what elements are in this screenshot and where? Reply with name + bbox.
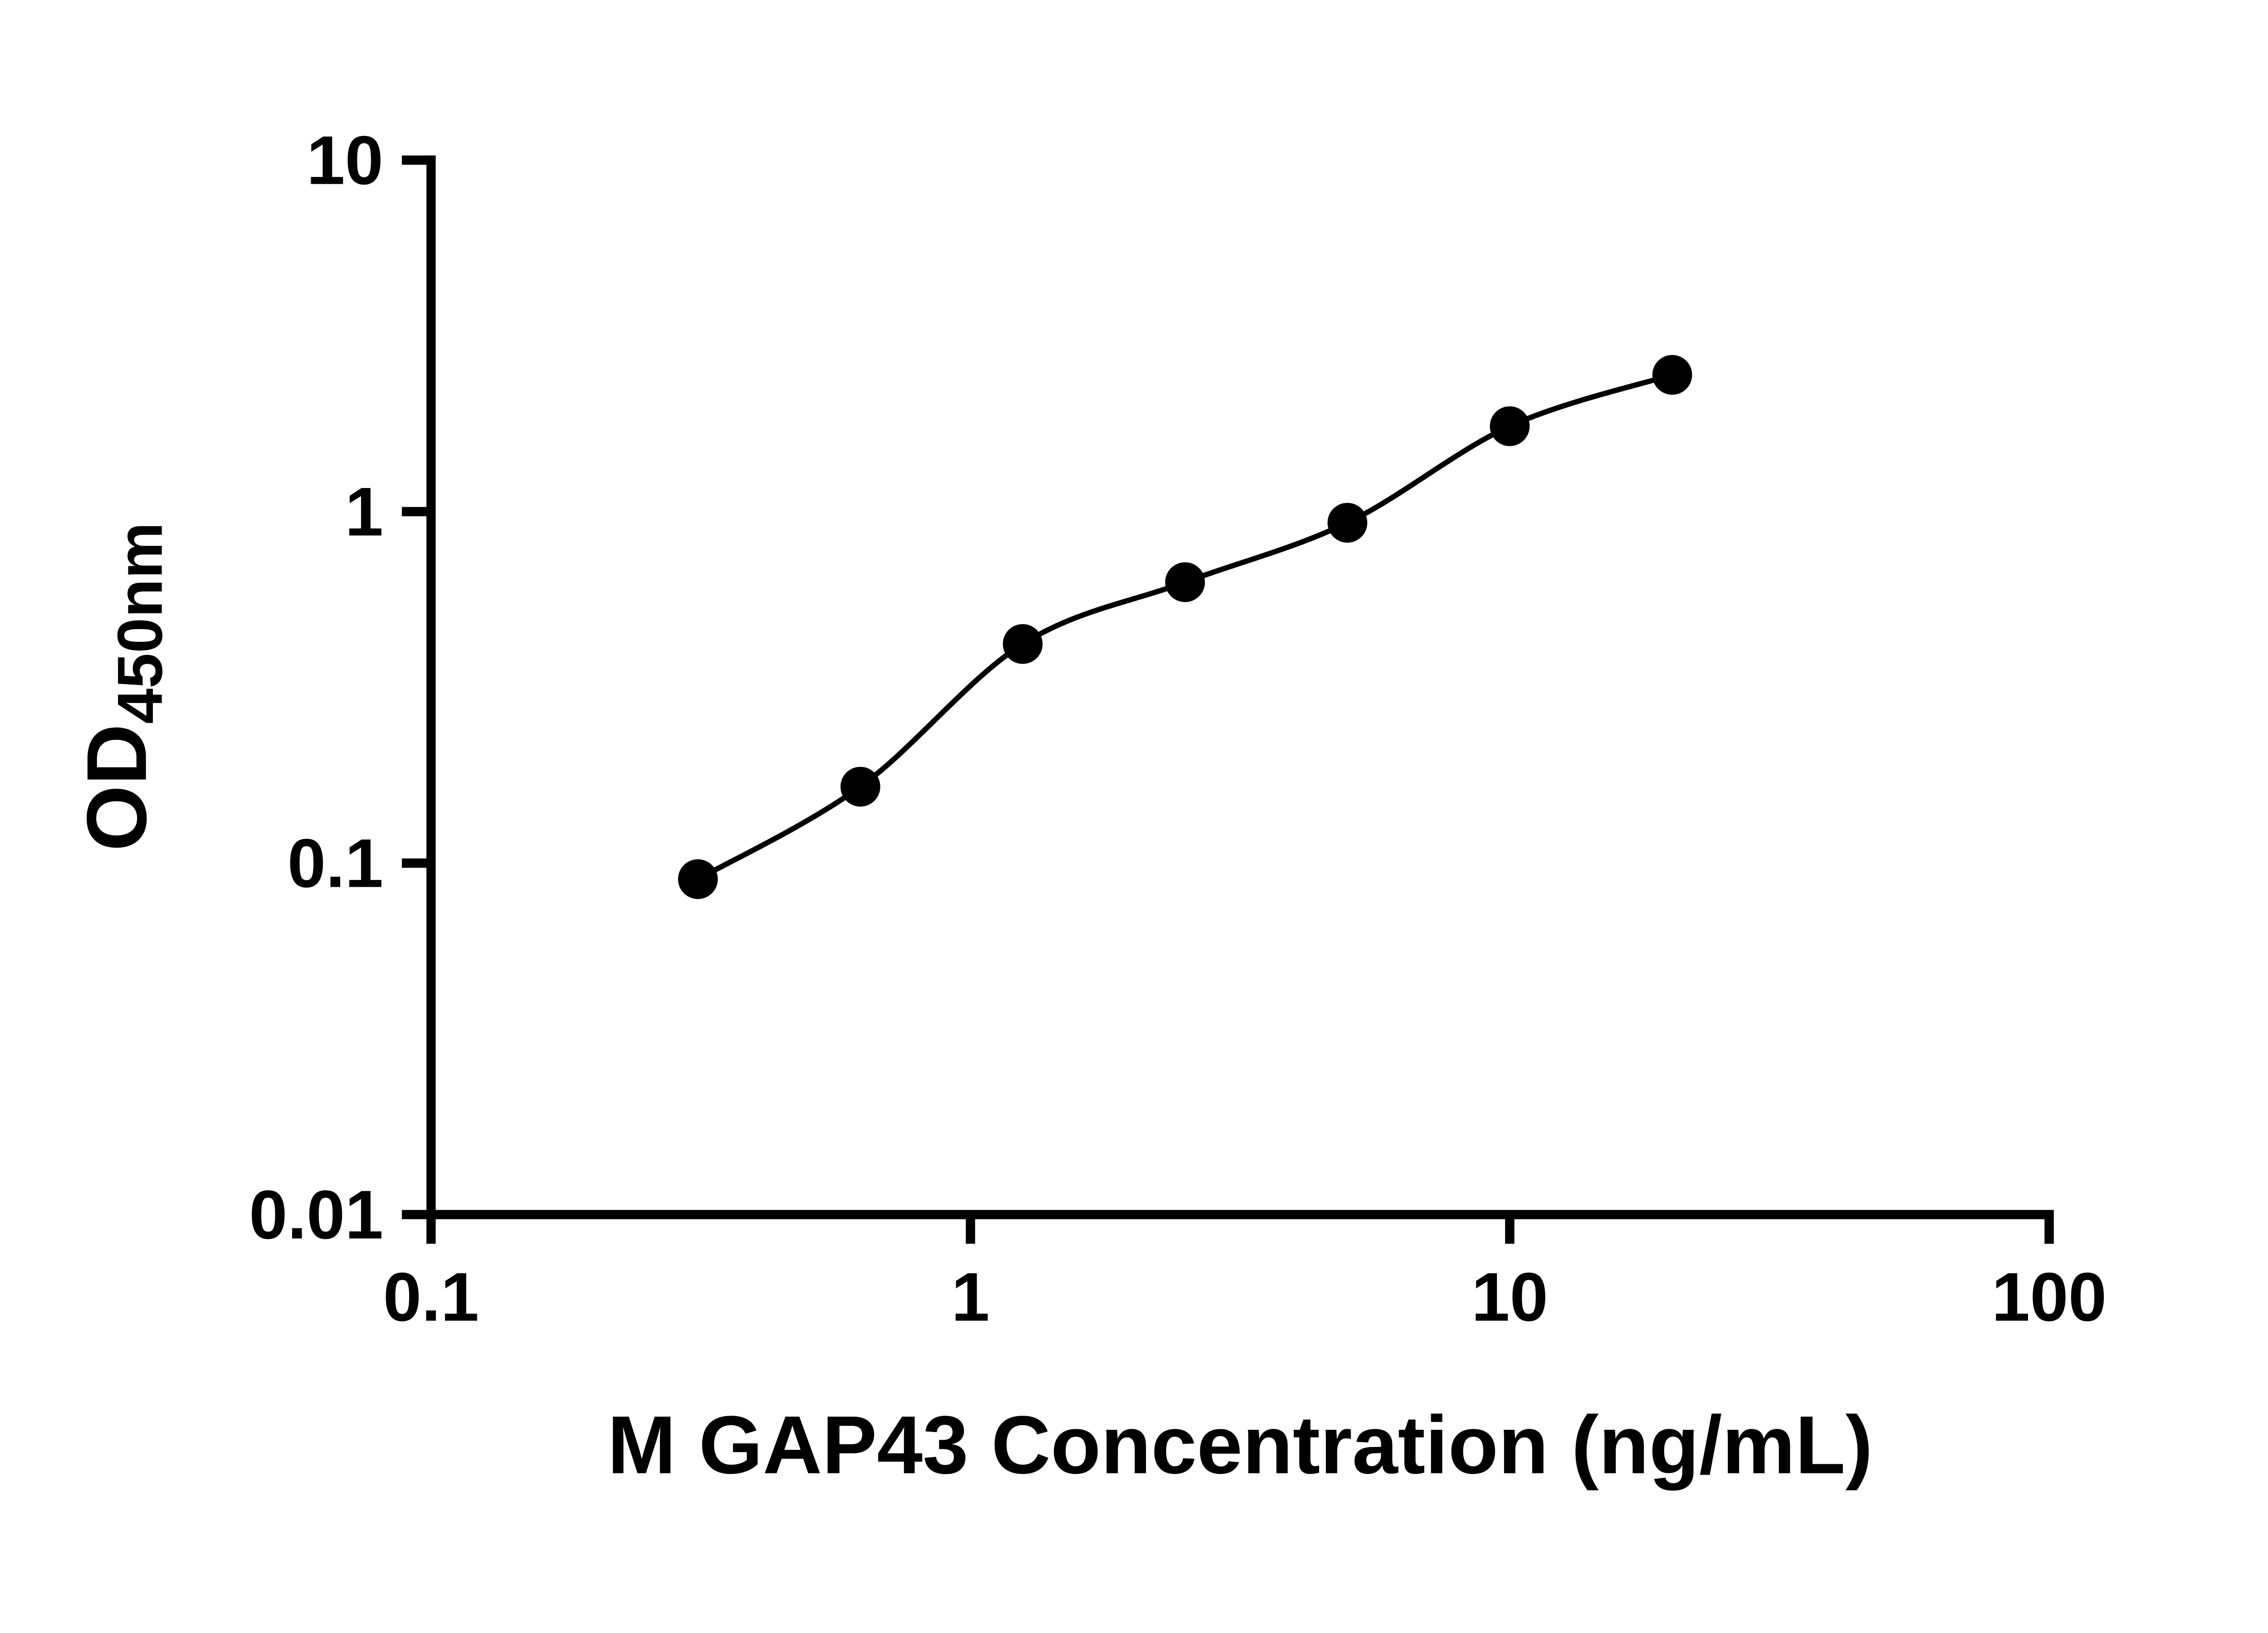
y-tick-label: 10 [307,122,383,199]
data-point [1327,503,1368,543]
data-point [1165,562,1205,602]
x-tick-label: 0.1 [383,1258,479,1335]
x-tick-label: 10 [1471,1258,1548,1335]
y-tick-label: 0.1 [288,825,383,902]
y-tick-label: 1 [345,473,383,550]
x-tick-label: 100 [1992,1258,2107,1335]
y-axis-title: OD450nm [69,522,176,851]
fit-curve [696,372,1673,881]
x-axis-title: M GAP43 Concentration (ng/mL) [607,1399,1873,1491]
data-point [1652,355,1692,395]
x-tick-label: 1 [951,1258,990,1335]
data-point [1490,406,1530,446]
data-point [678,859,718,899]
elisa-standard-curve-figure: 0.1 1 10 100 0.01 0.1 1 10 M GAP43 Concentratio… [0,20,2268,1613]
data-point [1002,624,1043,664]
y-axis-title-main: OD [69,724,164,851]
data-point [840,767,880,807]
y-axis-title-subscript: 450nm [104,522,176,724]
y-tick-label: 0.01 [249,1176,383,1253]
